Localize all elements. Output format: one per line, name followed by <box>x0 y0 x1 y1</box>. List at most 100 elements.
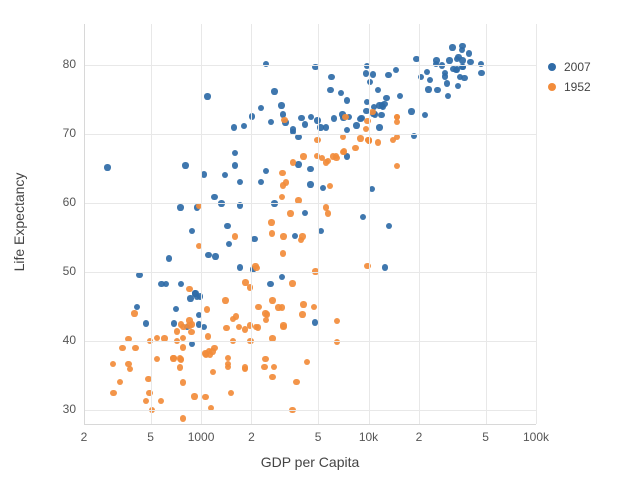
x-gridline <box>369 24 370 424</box>
data-point <box>328 74 334 80</box>
data-point <box>376 124 382 130</box>
data-point <box>353 122 359 128</box>
data-point <box>192 290 198 296</box>
data-point <box>424 69 430 75</box>
data-point <box>177 204 183 210</box>
data-point <box>292 233 298 239</box>
data-point <box>357 135 363 141</box>
x-tick-label: 5 <box>303 430 333 444</box>
data-point <box>178 281 184 287</box>
data-point <box>307 166 313 172</box>
data-point <box>271 364 277 370</box>
x-tick-label: 5 <box>136 430 166 444</box>
scatter-chart: Life Expectancy GDP per Capita 20071952 … <box>0 0 622 503</box>
data-point <box>204 306 210 312</box>
data-point <box>223 325 229 331</box>
y-gridline <box>84 203 536 204</box>
data-point <box>445 93 451 99</box>
data-point <box>258 105 264 111</box>
data-point <box>370 71 376 77</box>
data-point <box>188 329 194 335</box>
data-point <box>180 335 186 341</box>
data-point <box>408 108 414 114</box>
data-point <box>341 148 347 154</box>
data-point <box>268 119 274 125</box>
data-point <box>263 317 269 323</box>
data-point <box>226 241 232 247</box>
data-point <box>279 170 285 176</box>
data-point <box>171 320 177 326</box>
legend-swatch <box>548 83 556 91</box>
data-point <box>434 87 440 93</box>
data-point <box>344 127 350 133</box>
data-point <box>211 194 217 200</box>
data-point <box>241 123 247 129</box>
data-point <box>467 59 473 65</box>
data-point <box>263 168 269 174</box>
data-point <box>397 93 403 99</box>
data-point <box>262 356 268 362</box>
data-point <box>325 158 331 164</box>
y-tick-label: 60 <box>63 195 76 209</box>
data-point <box>125 361 131 367</box>
data-point <box>450 66 456 72</box>
data-point <box>271 88 277 94</box>
data-point <box>233 313 239 319</box>
data-point <box>478 70 484 76</box>
data-point <box>375 87 381 93</box>
x-tick-label: 100k <box>521 430 551 444</box>
data-point <box>119 345 125 351</box>
data-point <box>186 286 192 292</box>
data-point <box>262 310 268 316</box>
data-point <box>189 228 195 234</box>
data-point <box>258 179 264 185</box>
data-point <box>224 223 230 229</box>
y-tick-label: 50 <box>63 264 76 278</box>
data-point <box>327 87 333 93</box>
data-point <box>323 124 329 130</box>
data-point <box>205 333 211 339</box>
data-point <box>178 357 184 363</box>
data-point <box>311 304 317 310</box>
data-point <box>117 379 123 385</box>
data-point <box>253 265 259 271</box>
data-point <box>261 364 267 370</box>
data-point <box>342 114 348 120</box>
data-point <box>308 114 314 120</box>
plot-area <box>84 24 536 424</box>
x-tick-label: 10k <box>354 430 384 444</box>
x-tick-label: 5 <box>471 430 501 444</box>
data-point <box>327 183 333 189</box>
data-point <box>180 324 186 330</box>
data-point <box>225 364 231 370</box>
data-point <box>352 145 358 151</box>
data-point <box>300 301 306 307</box>
data-point <box>255 324 261 330</box>
data-point <box>331 115 337 121</box>
data-point <box>170 355 176 361</box>
data-point <box>154 356 160 362</box>
data-point <box>202 394 208 400</box>
legend-swatch <box>548 63 556 71</box>
data-point <box>134 304 140 310</box>
data-point <box>461 75 467 81</box>
x-tick-label: 2 <box>404 430 434 444</box>
data-point <box>237 179 243 185</box>
x-gridline <box>486 24 487 424</box>
axis-line <box>84 24 85 424</box>
data-point <box>269 230 275 236</box>
data-point <box>376 102 382 108</box>
data-point <box>446 57 452 63</box>
data-point <box>222 297 228 303</box>
data-point <box>394 163 400 169</box>
data-point <box>104 164 110 170</box>
data-point <box>280 250 286 256</box>
data-point <box>320 185 326 191</box>
x-gridline <box>251 24 252 424</box>
data-point <box>206 348 212 354</box>
data-point <box>281 117 287 123</box>
data-point <box>442 73 448 79</box>
data-point <box>222 172 228 178</box>
data-point <box>189 321 195 327</box>
x-gridline <box>419 24 420 424</box>
